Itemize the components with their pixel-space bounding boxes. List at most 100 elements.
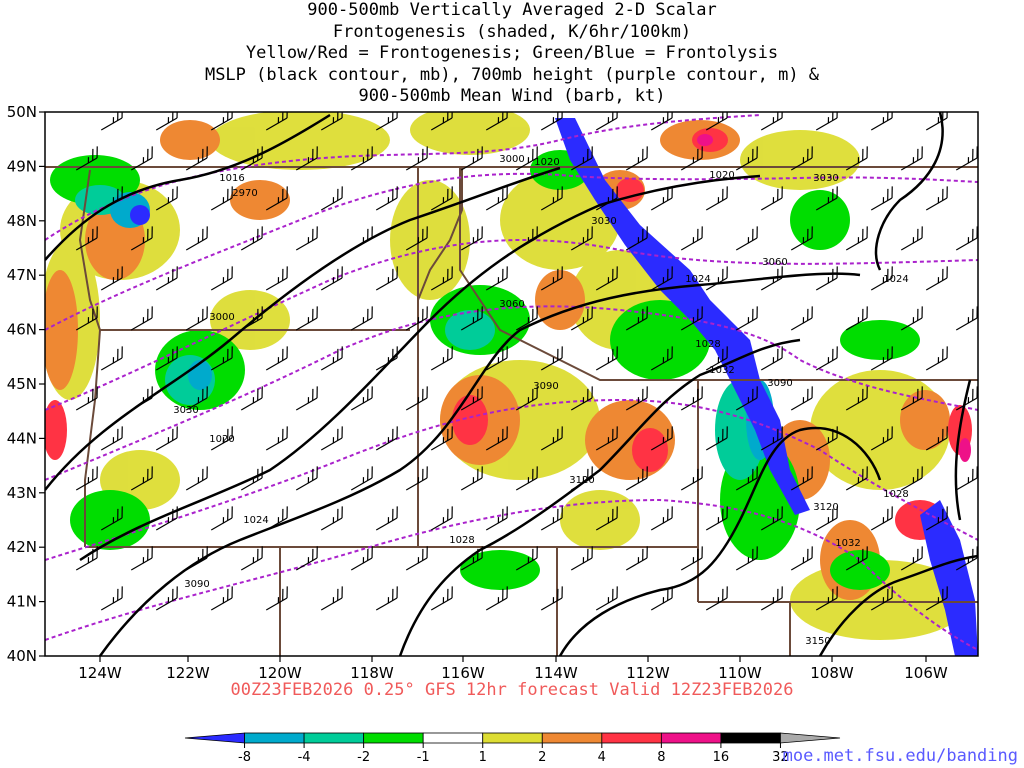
wind-barb (705, 506, 728, 531)
lon-label: 118W (350, 664, 394, 682)
wind-barb (460, 306, 483, 331)
wind-barb (485, 506, 508, 531)
wind-barb (845, 546, 868, 571)
lat-label: 50N (7, 103, 37, 121)
mslp-label: 1020 (534, 157, 559, 168)
lon-label: 114W (534, 664, 578, 682)
wind-barb (265, 506, 288, 531)
mslp-contours (45, 112, 978, 656)
mslp-label: 1024 (883, 274, 908, 285)
wind-barb (405, 546, 428, 571)
wind-barb (295, 146, 318, 171)
wind-barb (405, 466, 428, 491)
wind-barb (485, 426, 508, 451)
wind-barb (405, 146, 428, 171)
mslp-label: 1032 (835, 538, 860, 549)
wind-barb (100, 346, 123, 371)
wind-barb (976, 586, 1007, 610)
wind-barb (430, 506, 453, 531)
wind-barb (100, 426, 123, 451)
wind-barb (210, 346, 233, 371)
wind-barb (680, 306, 703, 331)
wind-barb (320, 426, 343, 451)
title-line-2: Frontogenesis (shaded, K/6hr/100km) (332, 21, 692, 42)
wind-barb (955, 546, 978, 571)
wind-barb (680, 386, 703, 411)
wind-barb (155, 426, 178, 451)
wind-barb (75, 146, 98, 171)
wind-barb (430, 186, 453, 211)
colorbar-label: -8 (238, 750, 251, 765)
wind-barb (320, 346, 343, 371)
wind-barb (680, 226, 703, 251)
wind-barb (650, 186, 673, 211)
wind-barb (75, 226, 98, 251)
wind-barb (900, 306, 923, 331)
lon-label: 106W (904, 664, 948, 682)
wind-barb (485, 266, 508, 291)
wind-barb (295, 466, 318, 491)
wind-barb (735, 386, 758, 411)
title-line-4: MSLP (black contour, mb), 700mb height (… (204, 64, 820, 85)
wind-barb (320, 186, 343, 211)
wind-barb (705, 266, 728, 291)
wind-barb (460, 226, 483, 251)
mslp-label: 1024 (243, 515, 268, 526)
colorbar-label: 32 (772, 750, 789, 765)
lon-label: 122W (166, 664, 210, 682)
wind-barb (760, 506, 783, 531)
wind-barb (790, 226, 813, 251)
wind-barb (815, 112, 838, 131)
wind-barb (540, 266, 563, 291)
wind-barb (350, 386, 373, 411)
lon-label: 110W (718, 664, 762, 682)
wind-barb (100, 186, 123, 211)
wind-barb (976, 506, 1007, 530)
colorbar-label: 2 (538, 750, 546, 765)
wind-barb (900, 386, 923, 411)
contour-labels: 1016 1020 1020 1024 1028 1032 1020 1024 1028 1032… (173, 154, 908, 647)
wind-barb (870, 186, 893, 211)
wind-barb (570, 386, 593, 411)
wind-barb (265, 266, 288, 291)
wind-barb (925, 186, 948, 211)
lon-label: 124W (78, 664, 122, 682)
height-label: 3120 (569, 475, 594, 486)
wind-barb (540, 426, 563, 451)
wind-barb (75, 306, 98, 331)
colorbar-swatch (601, 732, 662, 744)
wind-barb (570, 466, 593, 491)
wind-barb (705, 186, 728, 211)
wind-barb (760, 586, 783, 611)
wind-barb (185, 146, 208, 171)
lat-label: 45N (7, 375, 37, 393)
wind-barb (625, 306, 648, 331)
wind-barb (870, 586, 893, 611)
title-line-5: 900-500mb Mean Wind (barb, kt) (358, 86, 666, 106)
credit-link[interactable]: moe.met.fsu.edu/banding (782, 746, 1018, 766)
wind-barb (705, 586, 728, 611)
wind-barb (790, 386, 813, 411)
wind-barb (815, 586, 838, 611)
colorbar-swatch (303, 732, 365, 744)
wind-barb (570, 146, 593, 171)
wind-barb (185, 226, 208, 251)
wind-barb (735, 226, 758, 251)
wind-barb (900, 546, 923, 571)
wind-barb (185, 546, 208, 571)
wind-barb (595, 186, 618, 211)
height-label: 3000 (209, 312, 234, 323)
wind-barb (295, 546, 318, 571)
wind-barb (976, 266, 1007, 290)
lon-label: 112W (626, 664, 670, 682)
wind-barb (75, 546, 98, 571)
lat-label: 48N (7, 212, 37, 230)
wind-barb (155, 186, 178, 211)
wind-barb (240, 466, 263, 491)
wind-barb (790, 466, 813, 491)
colorbar-swatch (363, 732, 424, 744)
wind-barb (760, 346, 783, 371)
colorbar-swatch (780, 732, 841, 744)
wind-barb (625, 546, 648, 571)
height-label: 3000 (499, 154, 524, 165)
